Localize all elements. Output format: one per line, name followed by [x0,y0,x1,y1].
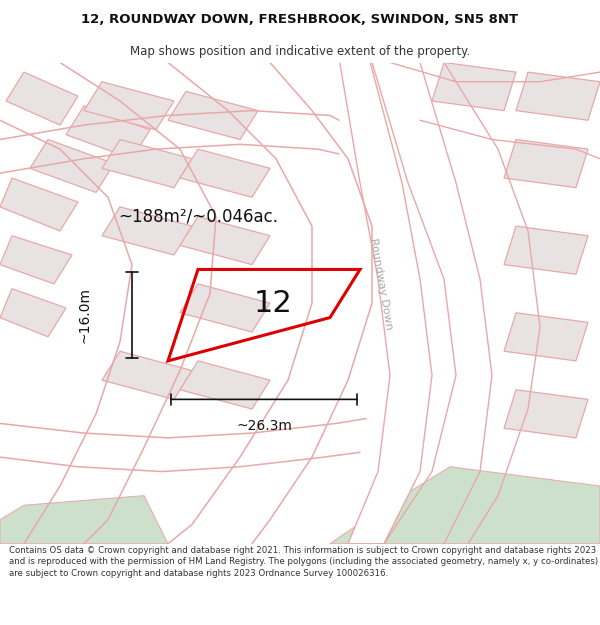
Polygon shape [0,496,168,544]
Polygon shape [504,390,588,438]
Polygon shape [84,82,174,130]
Polygon shape [102,207,192,255]
Polygon shape [0,289,66,337]
Text: Roundway Down: Roundway Down [368,238,394,331]
Text: Map shows position and indicative extent of the property.: Map shows position and indicative extent… [130,45,470,58]
Text: ~188m²/~0.046ac.: ~188m²/~0.046ac. [118,208,278,226]
Polygon shape [102,351,192,399]
Polygon shape [180,149,270,198]
Text: ~16.0m: ~16.0m [77,287,91,343]
Polygon shape [330,467,600,544]
Text: ~26.3m: ~26.3m [236,419,292,433]
Polygon shape [0,178,78,231]
Polygon shape [432,62,516,111]
Text: Contains OS data © Crown copyright and database right 2021. This information is : Contains OS data © Crown copyright and d… [9,546,598,578]
Polygon shape [504,312,588,361]
Polygon shape [180,216,270,264]
Polygon shape [504,139,588,188]
Polygon shape [180,284,270,332]
Polygon shape [66,106,150,159]
Polygon shape [6,72,78,125]
Polygon shape [102,139,192,188]
Polygon shape [30,139,114,192]
Text: 12, ROUNDWAY DOWN, FRESHBROOK, SWINDON, SN5 8NT: 12, ROUNDWAY DOWN, FRESHBROOK, SWINDON, … [82,13,518,26]
Polygon shape [168,91,258,139]
Polygon shape [516,72,600,120]
Text: 12: 12 [254,289,292,318]
Polygon shape [339,58,432,544]
Polygon shape [180,361,270,409]
Polygon shape [0,236,72,284]
Polygon shape [504,226,588,274]
